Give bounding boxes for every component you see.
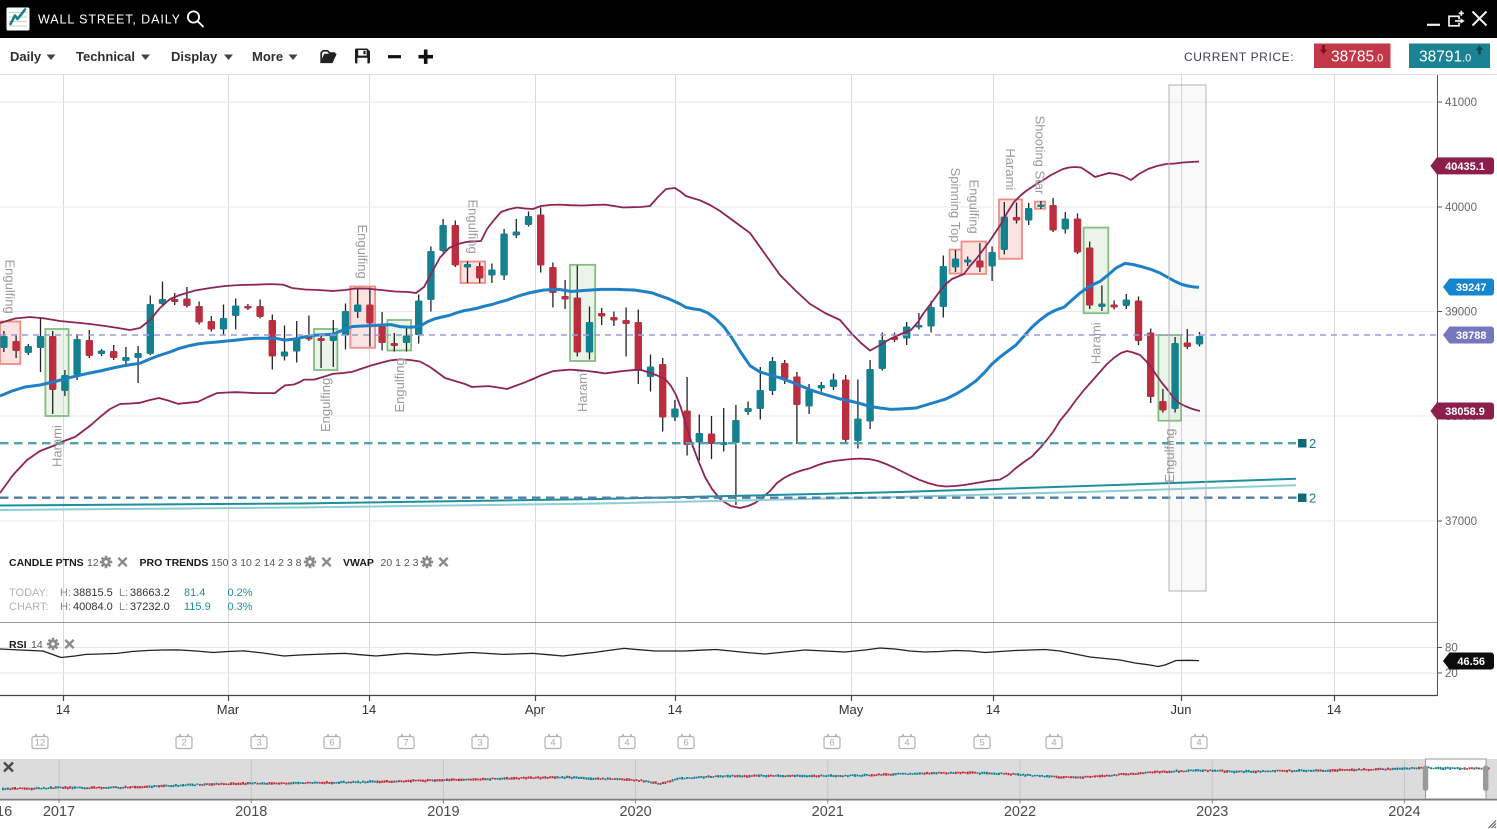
svg-text:38815.5: 38815.5 bbox=[73, 587, 113, 599]
svg-text:12: 12 bbox=[87, 557, 99, 569]
svg-text:More: More bbox=[252, 49, 283, 64]
svg-text:37232.0: 37232.0 bbox=[130, 601, 170, 613]
svg-text:Spinning Top: Spinning Top bbox=[948, 168, 963, 243]
svg-text:2: 2 bbox=[1309, 436, 1316, 451]
svg-text:39247: 39247 bbox=[1456, 282, 1487, 294]
svg-text:7: 7 bbox=[403, 738, 408, 749]
svg-text:41000: 41000 bbox=[1445, 97, 1477, 109]
svg-text:12: 12 bbox=[35, 738, 46, 749]
svg-text:14: 14 bbox=[31, 639, 43, 651]
svg-text:6: 6 bbox=[829, 738, 834, 749]
svg-text:CURRENT PRICE:: CURRENT PRICE: bbox=[1184, 50, 1294, 64]
svg-text:Engulfing: Engulfing bbox=[318, 378, 333, 432]
svg-text:4: 4 bbox=[1051, 738, 1056, 749]
svg-text:14: 14 bbox=[1327, 702, 1341, 717]
svg-text:4: 4 bbox=[624, 738, 629, 749]
svg-text:May: May bbox=[839, 702, 864, 717]
svg-text:Harami: Harami bbox=[1088, 322, 1103, 364]
svg-text:H:: H: bbox=[60, 587, 71, 599]
svg-text:2: 2 bbox=[1309, 491, 1316, 506]
svg-text:Harami: Harami bbox=[1003, 148, 1018, 190]
svg-text:14: 14 bbox=[362, 702, 376, 717]
svg-text:20 1 2 3: 20 1 2 3 bbox=[381, 557, 419, 569]
svg-text:0.3%: 0.3% bbox=[228, 601, 253, 613]
svg-text:Mar: Mar bbox=[217, 702, 240, 717]
svg-text:40084.0: 40084.0 bbox=[73, 601, 113, 613]
svg-text:81.4: 81.4 bbox=[184, 587, 205, 599]
svg-text:38791.0: 38791.0 bbox=[1419, 49, 1471, 66]
svg-text:40435.1: 40435.1 bbox=[1445, 161, 1485, 173]
svg-text:Harami: Harami bbox=[50, 425, 65, 467]
svg-text:38788: 38788 bbox=[1456, 330, 1487, 342]
svg-text:Engulfing: Engulfing bbox=[966, 180, 981, 234]
svg-text:3: 3 bbox=[477, 738, 482, 749]
svg-text:2022: 2022 bbox=[1004, 804, 1036, 820]
svg-text:RSI: RSI bbox=[9, 639, 27, 651]
svg-text:L:: L: bbox=[119, 601, 128, 613]
svg-text:4: 4 bbox=[550, 738, 555, 749]
svg-text:3: 3 bbox=[256, 738, 261, 749]
svg-text:2017: 2017 bbox=[43, 804, 75, 820]
svg-text:2021: 2021 bbox=[812, 804, 844, 820]
svg-text:WALL STREET, DAILY: WALL STREET, DAILY bbox=[38, 13, 181, 27]
svg-text:Engulfing: Engulfing bbox=[3, 260, 18, 314]
svg-text:4: 4 bbox=[904, 738, 909, 749]
svg-text:L:: L: bbox=[119, 587, 128, 599]
svg-text:38058.9: 38058.9 bbox=[1445, 406, 1485, 418]
svg-text:2019: 2019 bbox=[427, 804, 459, 820]
svg-text:Harami: Harami bbox=[575, 370, 590, 412]
svg-text:2024: 2024 bbox=[1388, 804, 1420, 820]
svg-text:6: 6 bbox=[329, 738, 334, 749]
svg-text:VWAP: VWAP bbox=[343, 557, 374, 569]
svg-text:6: 6 bbox=[683, 738, 688, 749]
svg-text:46.56: 46.56 bbox=[1457, 656, 1485, 668]
svg-text:38785.0: 38785.0 bbox=[1331, 49, 1383, 66]
svg-text:Technical: Technical bbox=[76, 49, 135, 64]
svg-text:Engulfing: Engulfing bbox=[465, 200, 480, 254]
svg-text:Engulfing: Engulfing bbox=[1162, 428, 1177, 482]
svg-text:CANDLE PTNS: CANDLE PTNS bbox=[9, 557, 84, 569]
svg-text:Jun: Jun bbox=[1171, 702, 1192, 717]
svg-text:Apr: Apr bbox=[525, 702, 546, 717]
svg-text:2020: 2020 bbox=[619, 804, 651, 820]
svg-text:CHART:: CHART: bbox=[9, 601, 49, 613]
svg-text:2018: 2018 bbox=[235, 804, 267, 820]
svg-text:4: 4 bbox=[1196, 738, 1201, 749]
svg-text:2016: 2016 bbox=[0, 804, 12, 820]
svg-text:150 3 10 2 14 2 3 8: 150 3 10 2 14 2 3 8 bbox=[211, 557, 302, 569]
svg-text:2: 2 bbox=[181, 738, 186, 749]
svg-text:20: 20 bbox=[1445, 668, 1458, 680]
svg-text:Engulfing: Engulfing bbox=[392, 358, 407, 412]
svg-text:TODAY:: TODAY: bbox=[9, 587, 48, 599]
svg-text:Daily: Daily bbox=[10, 49, 42, 64]
svg-text:38663.2: 38663.2 bbox=[130, 587, 170, 599]
svg-text:37000: 37000 bbox=[1445, 516, 1477, 528]
svg-text:Shooting Star: Shooting Star bbox=[1033, 116, 1048, 195]
svg-text:5: 5 bbox=[979, 738, 984, 749]
svg-text:14: 14 bbox=[668, 702, 682, 717]
svg-text:2023: 2023 bbox=[1196, 804, 1228, 820]
svg-text:80: 80 bbox=[1445, 643, 1458, 655]
svg-text:H:: H: bbox=[60, 601, 71, 613]
svg-text:PRO TRENDS: PRO TRENDS bbox=[140, 557, 209, 569]
svg-text:Engulfing: Engulfing bbox=[355, 225, 370, 279]
svg-text:14: 14 bbox=[986, 702, 1000, 717]
svg-text:40000: 40000 bbox=[1445, 202, 1477, 214]
svg-text:Display: Display bbox=[171, 49, 218, 64]
svg-text:39000: 39000 bbox=[1445, 307, 1477, 319]
svg-text:115.9: 115.9 bbox=[184, 601, 211, 613]
svg-text:0.2%: 0.2% bbox=[228, 587, 253, 599]
svg-text:14: 14 bbox=[56, 702, 70, 717]
